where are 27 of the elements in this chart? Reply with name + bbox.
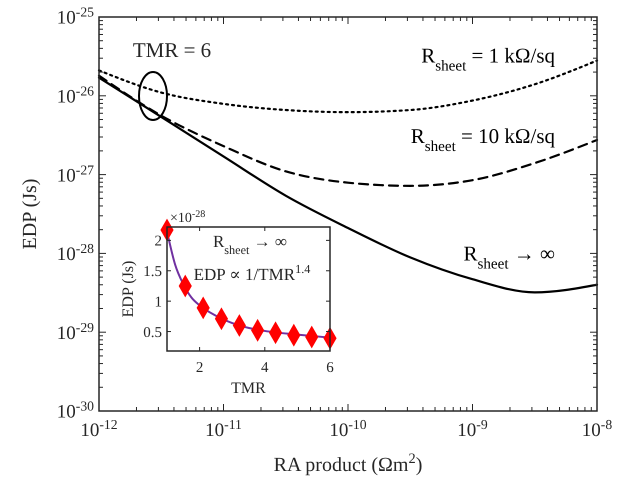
annotation: EDP ∝ 1/TMR$^{1.4}$ [194, 262, 310, 284]
x-tick-label: 10$^{-8}$ [582, 416, 612, 441]
y-tick-label: 10$^{-27}$ [56, 162, 94, 186]
y-tick-label: 10$^{-25}$ [56, 4, 94, 29]
y-axis-title: EDP (Js) [19, 178, 41, 250]
x-tick-label: 10$^{-9}$ [457, 416, 488, 441]
y-tick-label: 10$^{-28}$ [56, 240, 94, 266]
x-tick-label: 4 [261, 360, 270, 376]
x-tick-label: 10$^{-10}$ [329, 416, 367, 441]
annotation: R$_{sheet}$ → ∞ [212, 232, 288, 257]
x-axis-title: TMR [231, 380, 266, 397]
annotation: TMR = 6 [132, 38, 212, 62]
x-tick-label: 6 [326, 360, 334, 376]
y-axis-title: EDP (Js) [120, 260, 137, 318]
y-tick-label: 10$^{-26}$ [56, 82, 94, 108]
x-axis-title: RA product (Ωm$^{2}$) [274, 451, 422, 476]
y-tick-label: 0.5 [143, 324, 162, 341]
y-tick-label: 2 [154, 234, 162, 250]
y-tick-label: 1.5 [143, 264, 162, 280]
series-label: R$_{sheet}$ = 1 kΩ/sq [421, 43, 556, 74]
x-tick-label: 10$^{-11}$ [205, 416, 242, 441]
y-tick-label: 10$^{-29}$ [56, 319, 94, 344]
series-label: R$_{sheet}$ = 10 kΩ/sq [410, 124, 556, 156]
x-tick-label: 2 [196, 360, 204, 376]
series-label: R$_{sheet}$ → ∞ [463, 241, 556, 272]
annotation: ×10$^{-28}$ [170, 208, 206, 226]
y-tick-label: 1 [154, 294, 162, 310]
